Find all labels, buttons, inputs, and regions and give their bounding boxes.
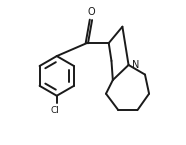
Text: Cl: Cl <box>51 106 60 115</box>
Text: O: O <box>87 7 95 17</box>
Text: N: N <box>132 60 139 70</box>
